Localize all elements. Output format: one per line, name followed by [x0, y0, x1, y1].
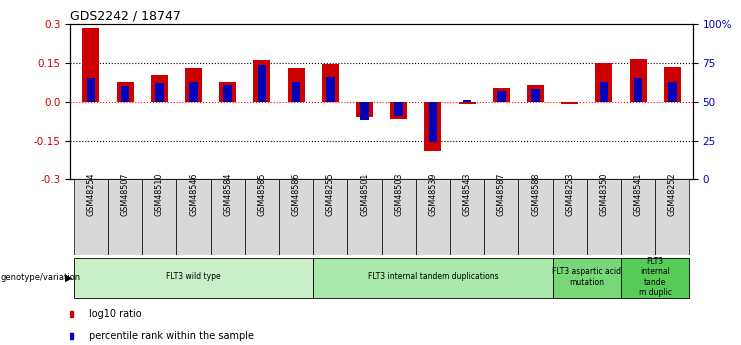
- Text: GSM48254: GSM48254: [87, 172, 96, 216]
- Bar: [108, 179, 142, 255]
- Text: GSM48587: GSM48587: [496, 172, 506, 216]
- Bar: [621, 257, 689, 298]
- Bar: [655, 179, 689, 255]
- Bar: [664, 67, 681, 102]
- Text: GSM48541: GSM48541: [634, 172, 642, 216]
- Bar: [630, 59, 647, 102]
- Bar: [459, 102, 476, 104]
- Text: GSM48255: GSM48255: [326, 172, 335, 216]
- Bar: [142, 179, 176, 255]
- Bar: [621, 179, 655, 255]
- Bar: [394, 102, 403, 116]
- Bar: [356, 102, 373, 117]
- Text: GSM48585: GSM48585: [257, 172, 267, 216]
- Text: GDS2242 / 18747: GDS2242 / 18747: [70, 10, 182, 23]
- Bar: [561, 102, 578, 104]
- Text: FLT3
internal
tande
m duplic: FLT3 internal tande m duplic: [639, 257, 671, 297]
- Bar: [224, 85, 232, 102]
- Text: FLT3 wild type: FLT3 wild type: [166, 272, 221, 281]
- Bar: [313, 257, 553, 298]
- Bar: [348, 179, 382, 255]
- Bar: [189, 81, 198, 102]
- Text: percentile rank within the sample: percentile rank within the sample: [89, 331, 254, 341]
- Bar: [553, 179, 587, 255]
- Bar: [210, 179, 245, 255]
- Text: GSM48253: GSM48253: [565, 172, 574, 216]
- Bar: [428, 102, 437, 142]
- Text: genotype/variation: genotype/variation: [1, 273, 81, 282]
- Bar: [150, 75, 168, 102]
- Text: GSM48543: GSM48543: [462, 172, 471, 216]
- Bar: [279, 179, 313, 255]
- Text: GSM48586: GSM48586: [292, 172, 301, 216]
- Text: FLT3 internal tandem duplications: FLT3 internal tandem duplications: [368, 272, 498, 281]
- Bar: [634, 78, 642, 102]
- Bar: [253, 60, 270, 102]
- Text: ▶: ▶: [65, 273, 73, 283]
- Text: log10 ratio: log10 ratio: [89, 309, 142, 318]
- Text: GSM48584: GSM48584: [223, 172, 232, 216]
- Text: GSM48252: GSM48252: [668, 172, 677, 216]
- Bar: [313, 179, 348, 255]
- Bar: [668, 81, 677, 102]
- Bar: [382, 179, 416, 255]
- Bar: [322, 64, 339, 102]
- Bar: [219, 82, 236, 102]
- Bar: [519, 179, 553, 255]
- Bar: [527, 85, 544, 102]
- Bar: [185, 68, 202, 102]
- Bar: [116, 82, 133, 102]
- Text: GSM48539: GSM48539: [428, 172, 437, 216]
- Bar: [82, 28, 99, 102]
- Bar: [599, 81, 608, 102]
- Bar: [74, 257, 313, 298]
- Bar: [245, 179, 279, 255]
- Text: GSM48350: GSM48350: [599, 172, 608, 216]
- Bar: [121, 86, 130, 102]
- Bar: [74, 179, 108, 255]
- Bar: [416, 179, 450, 255]
- Bar: [553, 257, 621, 298]
- Bar: [450, 179, 484, 255]
- Bar: [493, 88, 510, 102]
- Bar: [176, 179, 210, 255]
- Bar: [587, 179, 621, 255]
- Text: GSM48588: GSM48588: [531, 172, 540, 216]
- Bar: [87, 78, 95, 102]
- Bar: [531, 89, 539, 102]
- Text: GSM48503: GSM48503: [394, 172, 403, 216]
- Text: GSM48546: GSM48546: [189, 172, 198, 216]
- Bar: [155, 83, 164, 102]
- Bar: [484, 179, 519, 255]
- Bar: [463, 100, 471, 102]
- Bar: [258, 65, 266, 102]
- Text: FLT3 aspartic acid
mutation: FLT3 aspartic acid mutation: [552, 267, 621, 287]
- Text: GSM48510: GSM48510: [155, 172, 164, 216]
- Bar: [292, 81, 300, 102]
- Bar: [360, 102, 369, 120]
- Text: GSM48507: GSM48507: [121, 172, 130, 216]
- Bar: [391, 102, 408, 119]
- Text: GSM48501: GSM48501: [360, 172, 369, 216]
- Bar: [326, 77, 335, 102]
- Bar: [497, 91, 505, 102]
- Bar: [288, 68, 305, 102]
- Bar: [425, 102, 442, 151]
- Bar: [595, 63, 613, 102]
